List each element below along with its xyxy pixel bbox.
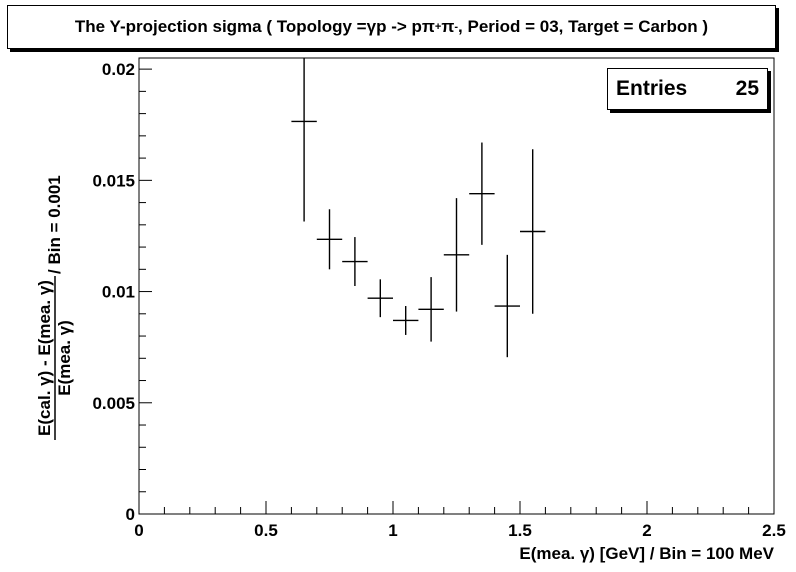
title-gamma: γ xyxy=(366,17,377,36)
data-point xyxy=(443,198,470,312)
data-point xyxy=(418,277,444,342)
plot-area-border xyxy=(138,57,775,515)
y-tick-label: 0.01 xyxy=(102,283,135,302)
y-tick-label: 0.02 xyxy=(102,60,135,79)
data-point xyxy=(316,209,343,270)
data-point xyxy=(494,254,520,358)
x-axis-title: E(mea. γ) [GeV] / Bin = 100 MeV xyxy=(519,544,774,563)
data-point xyxy=(291,58,317,222)
x-tick-label: 0 xyxy=(134,521,143,540)
title-pi-plus: π xyxy=(421,17,435,36)
title-p-arrow: p -> p xyxy=(376,17,422,36)
stats-entries-label: Entries xyxy=(616,77,688,100)
stats-box: Entries 25 xyxy=(607,68,768,110)
y-axis-title: E(cal. γ) - E(mea. γ) E(mea. γ) / Bin = … xyxy=(35,175,74,440)
data-point xyxy=(520,149,546,314)
x-tick-label: 1 xyxy=(388,521,397,540)
plot-frame xyxy=(138,57,775,515)
y-tick-label: 0.015 xyxy=(92,171,135,190)
x-tick-label: 1.5 xyxy=(508,521,532,540)
y-tick-label: 0 xyxy=(126,505,135,524)
data-point xyxy=(367,279,393,318)
title-pi-minus: π xyxy=(441,17,455,36)
x-tick-label: 2 xyxy=(642,521,651,540)
data-points xyxy=(291,58,546,358)
x-tick-label: 0.5 xyxy=(254,521,278,540)
y-axis-title-denominator: E(mea. γ) xyxy=(55,320,74,396)
axis-ticks: 0 0.5 1 1.5 2 2.5 0 0.005 0.01 0.015 0.02 xyxy=(92,60,785,540)
chart-title: The Y-projection sigma ( Topology = γ p … xyxy=(7,5,776,49)
y-axis-title-numerator: E(cal. γ) - E(mea. γ) xyxy=(35,280,54,436)
data-point xyxy=(469,142,495,245)
y-tick-label: 0.005 xyxy=(92,394,135,413)
stats-entries-value: 25 xyxy=(735,77,759,100)
title-prefix: The Y-projection sigma ( Topology = xyxy=(74,17,367,36)
data-point xyxy=(393,306,419,335)
data-point xyxy=(342,237,368,286)
title-suffix: , Period = 03, Target = Carbon ) xyxy=(458,17,709,36)
x-tick-label: 2.5 xyxy=(762,521,786,540)
y-axis-title-suffix: / Bin = 0.001 xyxy=(45,175,64,274)
